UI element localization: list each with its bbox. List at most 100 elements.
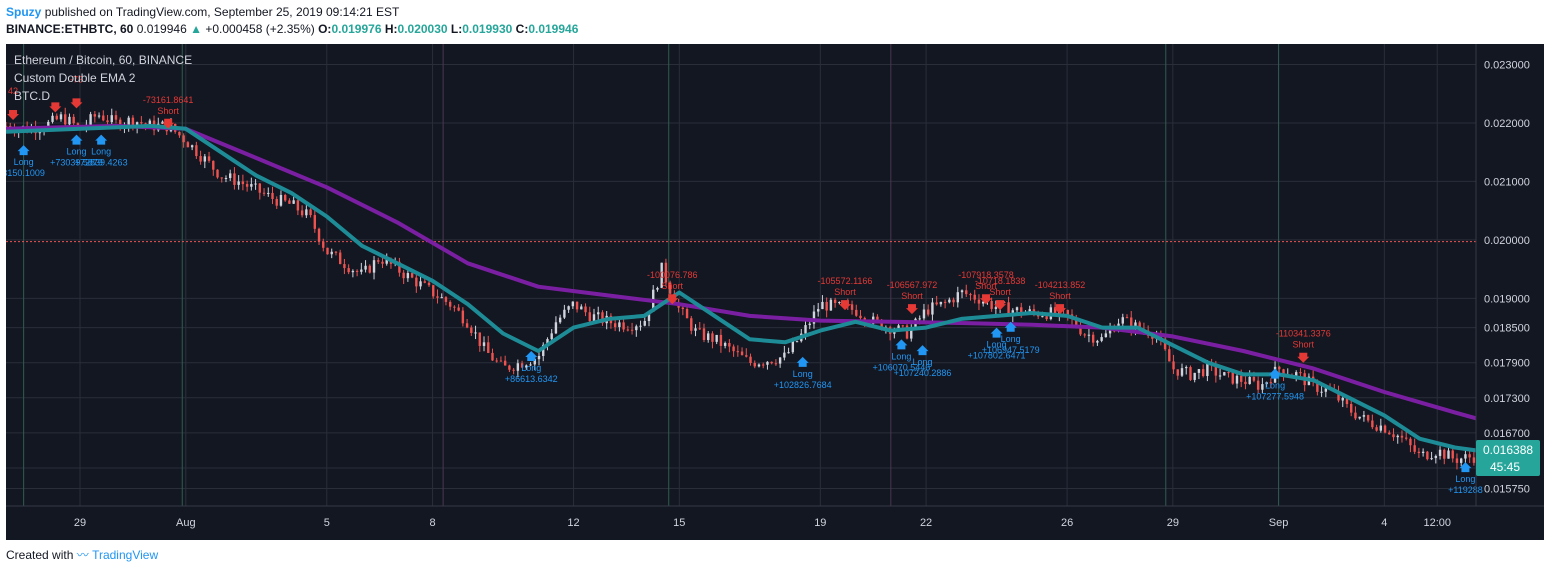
candle-body (1366, 415, 1370, 421)
candle-body (279, 195, 283, 206)
candle-body (508, 365, 511, 370)
candle-body (1396, 435, 1399, 438)
long-signal-value: +107277.5948 (1246, 392, 1304, 402)
short-arrow-icon (905, 304, 918, 315)
candle-body (1383, 425, 1387, 433)
candle-body (626, 329, 630, 331)
close-label: C: (515, 22, 529, 36)
candle-body (825, 301, 828, 311)
candle-body (567, 306, 570, 310)
legend-indicator-btcd[interactable]: BTC.D (14, 89, 50, 103)
legend-indicator-ema[interactable]: Custom Double EMA 2 (14, 71, 136, 85)
long-arrow-icon (1459, 462, 1472, 473)
candle-body (1354, 412, 1357, 419)
candle-body (956, 292, 959, 303)
long-signal-value: +102826.7684 (774, 380, 832, 390)
long-arrow-icon (895, 339, 908, 350)
candle-body (250, 184, 253, 187)
price-tick-label: 0.018500 (1484, 323, 1530, 335)
candle-body (309, 209, 312, 216)
candle-body (440, 297, 443, 299)
candle-body (415, 277, 418, 287)
candle-body (939, 301, 943, 305)
candle-body (1269, 382, 1273, 384)
candle-body (292, 200, 295, 204)
candle-body (216, 169, 219, 178)
candle-body (93, 114, 97, 117)
price-tick-label: 0.019000 (1484, 293, 1530, 305)
candle-body (537, 355, 541, 360)
price-chart[interactable]: Long3150.100942-73Long+73039.5879Long+72… (2, 44, 1544, 540)
candle-body (233, 173, 236, 185)
candle-body (283, 195, 287, 201)
candle-body (698, 328, 701, 330)
short-signal (49, 102, 62, 113)
candle-body (660, 262, 663, 288)
candle-body (808, 323, 811, 326)
candle-body (423, 281, 426, 283)
candle-body (436, 296, 439, 298)
long-signal: Long+102826.7684 (774, 356, 832, 390)
tradingview-link[interactable]: TradingView (92, 548, 159, 562)
candle-body (288, 200, 291, 204)
publish-info: published on TradingView.com, September … (44, 5, 400, 19)
candle-body (1168, 349, 1171, 362)
candle-body (1350, 404, 1353, 413)
candle-body (977, 299, 981, 304)
candle-body (1261, 384, 1264, 390)
candle-body (220, 177, 223, 179)
long-arrow-icon (70, 134, 83, 145)
candle-body (948, 299, 951, 303)
candle-body (850, 304, 854, 310)
time-axis[interactable]: 29 Aug 5 8 12 15 19 22 26 29 Sep 4 12:00 (74, 517, 1451, 529)
high-label: H: (384, 22, 398, 36)
short-signal-label: Short (901, 291, 923, 301)
candle-body (1087, 334, 1091, 336)
candle-body (668, 282, 672, 294)
candle-body (398, 261, 401, 273)
candle-body (1045, 316, 1048, 320)
chart-legend: Ethereum / Bitcoin, 60, BINANCE Custom D… (14, 53, 192, 103)
long-signal: Long+106070.5446 (872, 339, 930, 372)
candle-body (338, 252, 342, 265)
time-tick-label: 15 (673, 517, 685, 529)
long-signal-label: Long (14, 157, 34, 167)
candle-body (520, 363, 524, 368)
author-link[interactable]: Spuzy (6, 5, 42, 19)
up-arrow-icon: ▲ (190, 22, 202, 36)
candle-body (1341, 397, 1344, 401)
candle-body (385, 258, 388, 264)
candle-body (364, 265, 367, 270)
candle-body (876, 316, 879, 320)
candle-body (990, 301, 993, 309)
candle-body (783, 352, 786, 358)
candle-body (199, 156, 202, 162)
candle-body (68, 116, 71, 125)
candle-body (685, 308, 689, 319)
candle-body (795, 341, 799, 343)
price-axis[interactable]: 0.0157500.00.0167000.0173000.0179000.018… (1484, 59, 1530, 495)
candle-body (330, 251, 333, 255)
candle-body (1468, 454, 1471, 458)
candle-body (833, 299, 837, 304)
candle-body (1108, 328, 1112, 334)
long-signal: Long+72839.4263 (75, 134, 128, 168)
candle-body (1464, 454, 1467, 459)
candle-body (681, 307, 685, 309)
time-tick-label: 29 (74, 517, 86, 529)
candle-body (186, 142, 190, 148)
candle-body (1455, 458, 1459, 463)
candle-body (766, 361, 769, 365)
candle-body (1405, 437, 1408, 439)
candle-body (762, 364, 765, 366)
candle-body (973, 294, 976, 300)
short-arrow-icon (70, 98, 83, 109)
price-badge-value: 0.016388 (1483, 443, 1533, 457)
chart-area[interactable]: Long 3150.1009 42 -73 Long +73039.5879 Long +72… (2, 44, 1544, 540)
candle-body (1053, 307, 1057, 315)
candle-body (102, 115, 105, 121)
long-arrow-icon (1269, 368, 1282, 379)
